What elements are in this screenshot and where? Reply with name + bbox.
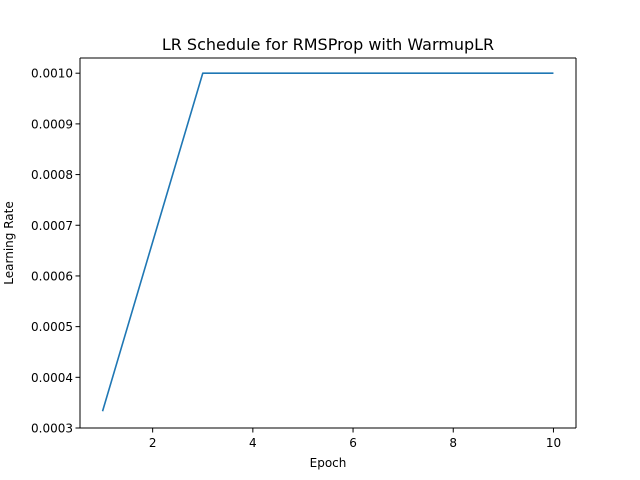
- y-tick-label-4: 0.0007: [31, 219, 73, 233]
- y-axis-label: Learning Rate: [2, 201, 16, 284]
- y-axis-ticks: 0.0003 0.0004 0.0005 0.0006 0.0007 0.0008 0.00…: [31, 67, 80, 436]
- x-tick-label-0: 2: [149, 436, 157, 450]
- y-tick-label-0: 0.0003: [31, 422, 73, 436]
- x-tick-label-1: 4: [249, 436, 257, 450]
- axes-spines: [79, 57, 577, 429]
- x-tick-label-3: 8: [449, 436, 457, 450]
- chart-title: LR Schedule for RMSProp with WarmupLR: [162, 35, 494, 54]
- x-axis-label: Epoch: [310, 456, 347, 470]
- y-tick-label-6: 0.0009: [31, 117, 73, 131]
- y-tick-label-2: 0.0005: [31, 320, 73, 334]
- x-tick-label-2: 6: [349, 436, 357, 450]
- plot-area: [80, 58, 576, 428]
- y-tick-label-1: 0.0004: [31, 371, 73, 385]
- y-tick-label-5: 0.0008: [31, 168, 73, 182]
- y-tick-label-3: 0.0006: [31, 269, 73, 283]
- series-layer: [101, 72, 554, 412]
- series-line-0: [101, 72, 554, 412]
- x-tick-label-4: 10: [546, 436, 561, 450]
- x-axis-ticks: 2 4 6 8 10: [149, 428, 561, 450]
- y-tick-label-7: 0.0010: [31, 67, 73, 81]
